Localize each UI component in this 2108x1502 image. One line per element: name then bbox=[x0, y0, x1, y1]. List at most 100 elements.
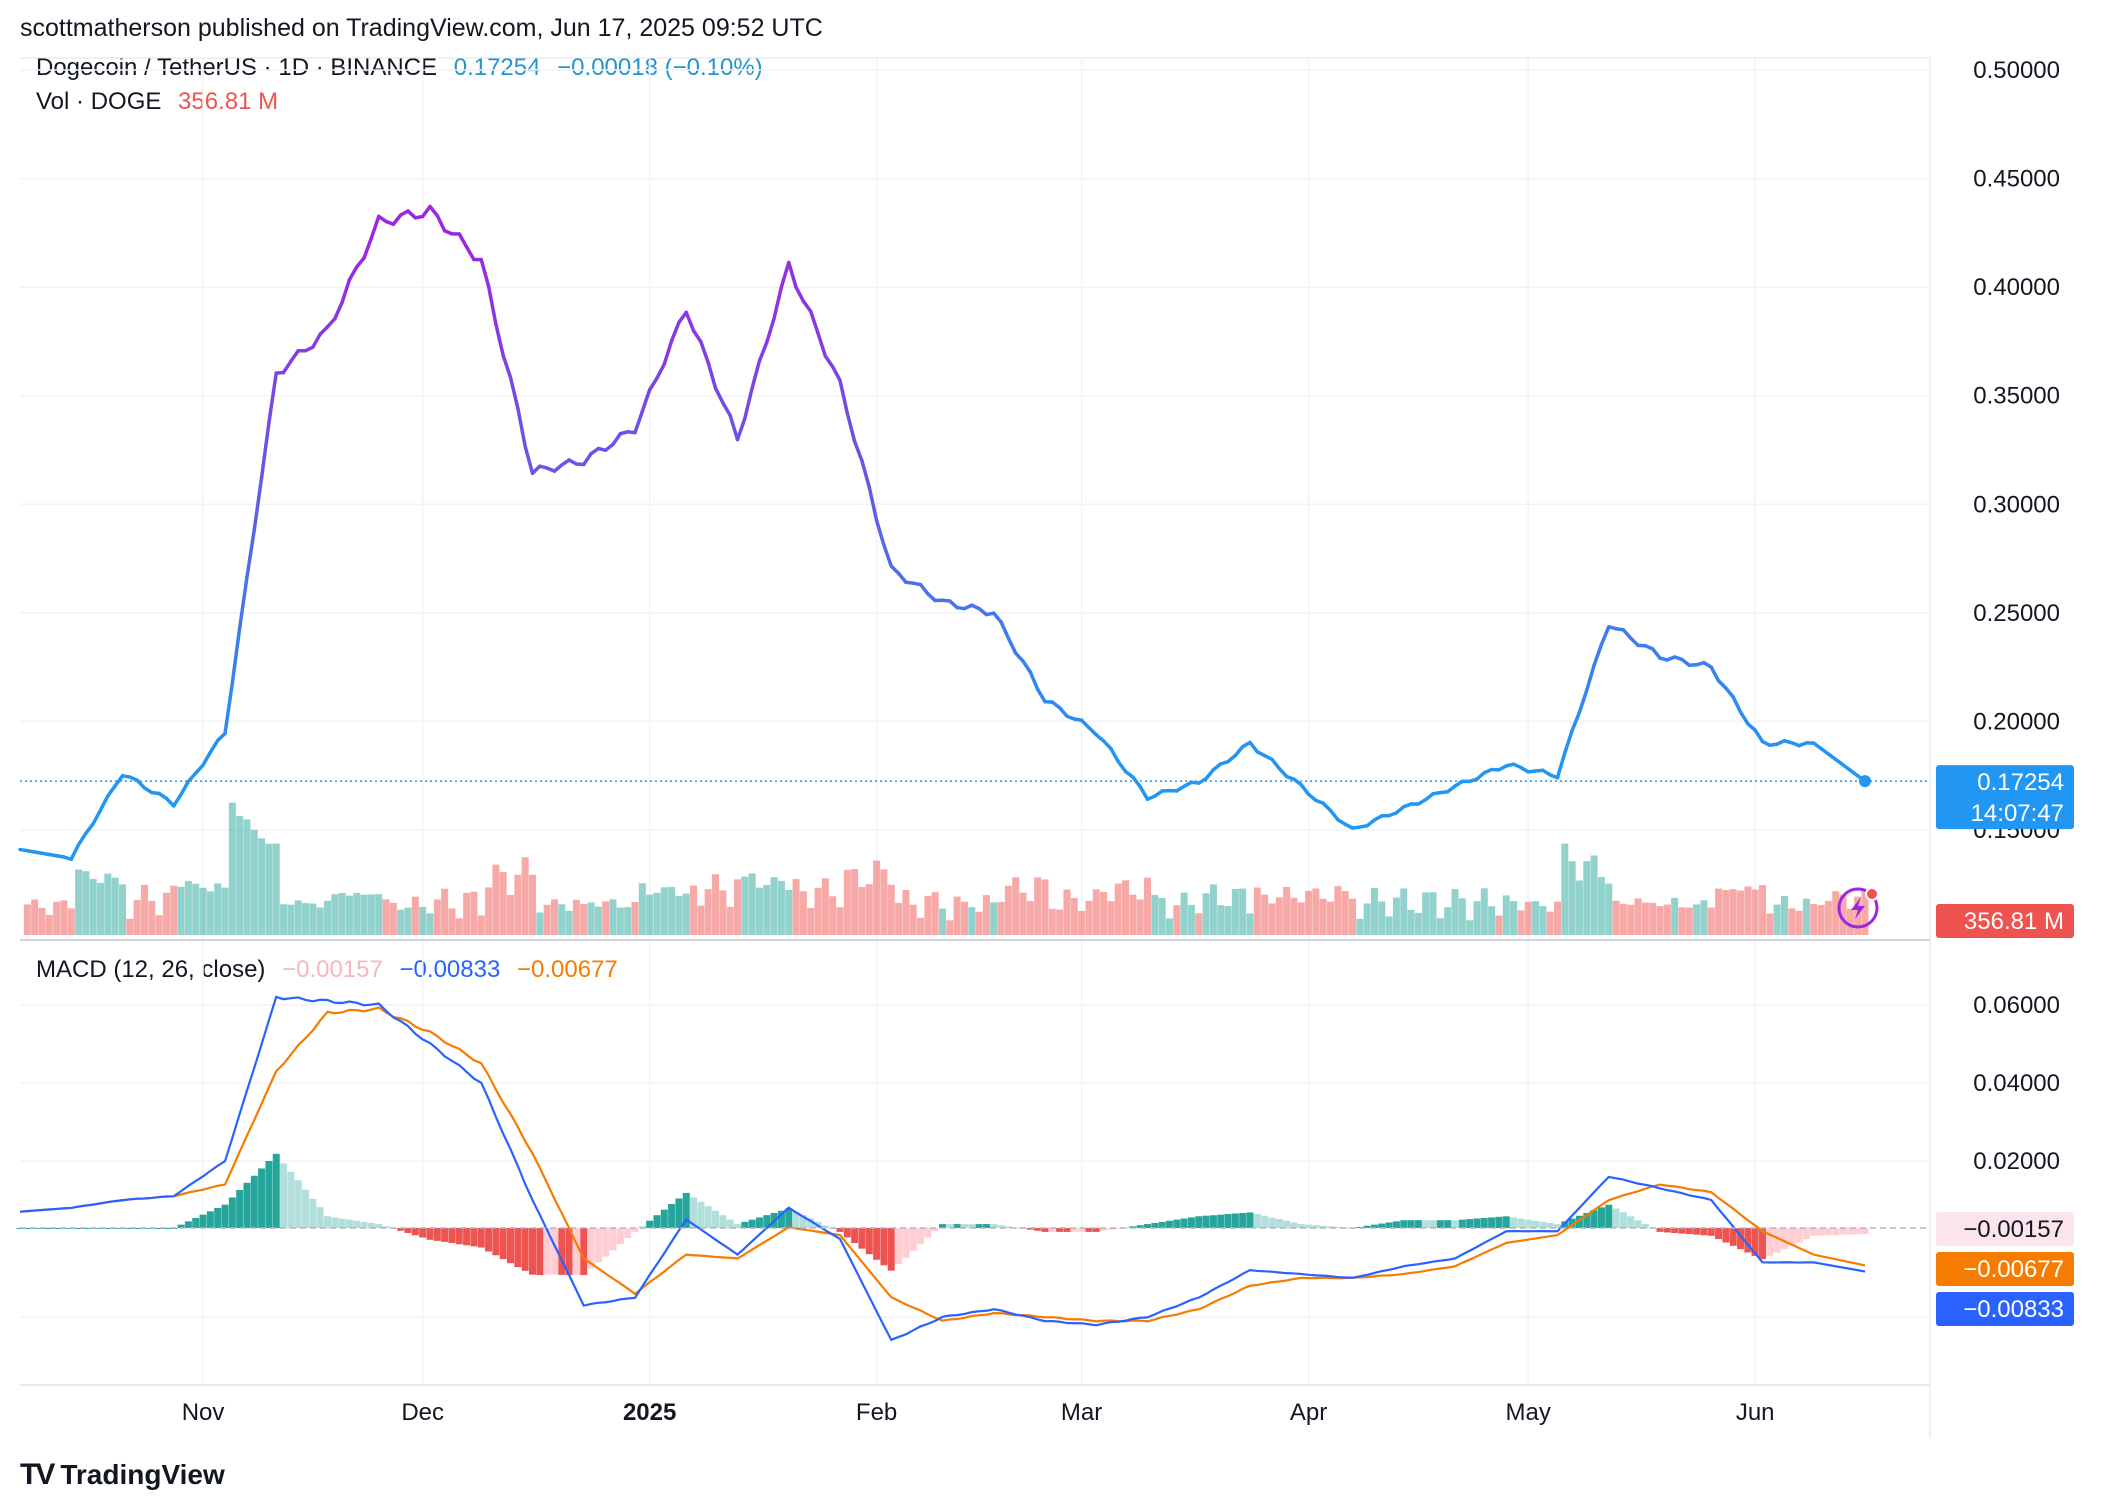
macd-histogram-bar bbox=[1861, 1228, 1869, 1235]
macd-histogram-bar bbox=[382, 1226, 390, 1228]
macd-axis[interactable]: 0.06000 0.04000 0.02000 bbox=[1973, 992, 2060, 1175]
macd-histogram-bar bbox=[324, 1216, 331, 1228]
macd-histogram-bar bbox=[631, 1228, 639, 1232]
price-segment bbox=[281, 359, 293, 375]
price-segment bbox=[420, 204, 432, 219]
macd-histogram-bar bbox=[1612, 1208, 1620, 1228]
macd-histogram-bar bbox=[1085, 1228, 1093, 1232]
price-chart[interactable]: 0.50000 0.45000 0.40000 0.35000 0.30000 0.250… bbox=[0, 0, 2108, 1460]
macd-histogram-bar bbox=[1480, 1218, 1488, 1228]
macd-histogram-bar bbox=[1488, 1217, 1496, 1228]
macd-histogram-bar bbox=[1048, 1228, 1056, 1232]
volume-bar bbox=[1209, 884, 1217, 935]
macd-histogram-bar bbox=[1429, 1220, 1437, 1228]
volume-bar bbox=[1502, 895, 1510, 935]
price-segment bbox=[457, 232, 469, 249]
macd-hist-tag bbox=[1936, 1212, 2074, 1246]
volume-bar bbox=[89, 879, 97, 935]
macd-histogram-bar bbox=[206, 1211, 214, 1228]
macd-histogram-bar bbox=[843, 1228, 851, 1238]
macd-histogram-bar bbox=[1846, 1228, 1854, 1235]
macd-lines bbox=[19, 995, 1866, 1342]
macd-histogram-bar bbox=[565, 1228, 573, 1276]
macd-histogram-bar bbox=[1034, 1228, 1042, 1231]
macd-histogram-bar bbox=[734, 1224, 741, 1228]
volume-bar bbox=[902, 890, 910, 935]
price-segment bbox=[333, 300, 344, 321]
macd-histogram-bar bbox=[1129, 1226, 1137, 1228]
volume-label[interactable]: Vol · DOGE bbox=[36, 88, 162, 115]
volume-bar bbox=[67, 908, 75, 935]
volume-bar bbox=[1597, 877, 1605, 935]
macd-histogram-bar bbox=[726, 1219, 734, 1228]
price-segment bbox=[106, 784, 117, 798]
volume-bar bbox=[280, 904, 288, 935]
volume-bar bbox=[982, 895, 990, 935]
price-segment bbox=[808, 309, 820, 336]
macd-histogram-bar bbox=[755, 1217, 763, 1228]
macd-histogram-bar bbox=[895, 1228, 903, 1265]
volume-bar bbox=[814, 887, 822, 935]
macd-tick-label: 0.06000 bbox=[1973, 992, 2060, 1019]
time-axis[interactable]: Nov Dec 2025 Feb Mar Apr May Jun bbox=[182, 1399, 1775, 1426]
macd-tick-label: 0.04000 bbox=[1973, 1070, 2060, 1097]
price-segment bbox=[779, 260, 791, 289]
macd-histogram-bar bbox=[1385, 1222, 1393, 1228]
price-tick-label: 0.35000 bbox=[1973, 383, 2060, 410]
macd-histogram-bar bbox=[433, 1228, 441, 1241]
macd-histogram-bar bbox=[1327, 1226, 1335, 1228]
volume-bar bbox=[1239, 888, 1247, 935]
volume-bar bbox=[1158, 898, 1166, 935]
macd-histogram-bar bbox=[1634, 1220, 1642, 1228]
price-tick-label: 0.20000 bbox=[1973, 708, 2060, 735]
macd-histogram-bar bbox=[536, 1228, 544, 1276]
price-segment bbox=[823, 354, 835, 369]
price-segment bbox=[237, 575, 249, 630]
volume-bar bbox=[199, 887, 207, 935]
volume-bar bbox=[1846, 908, 1854, 935]
price-segment bbox=[464, 245, 476, 262]
macd-histogram-bar bbox=[587, 1228, 595, 1269]
time-axis-label: May bbox=[1506, 1399, 1551, 1426]
macd-histogram-bar bbox=[1004, 1226, 1012, 1228]
price-segment bbox=[1328, 808, 1340, 822]
tradingview-logo[interactable]: TV TradingView bbox=[20, 1458, 225, 1492]
macd-histogram-bar bbox=[880, 1228, 888, 1266]
volume-bar bbox=[316, 907, 324, 935]
volume-bar bbox=[1839, 894, 1847, 935]
macd-histogram-bar bbox=[126, 1228, 134, 1229]
macd-histogram-bar bbox=[653, 1215, 661, 1228]
volume-bar bbox=[1341, 891, 1349, 935]
volume-bar bbox=[1824, 900, 1832, 935]
volume-bar bbox=[1187, 904, 1195, 935]
volume-bar bbox=[1283, 886, 1291, 935]
volume-bar bbox=[1488, 906, 1496, 935]
volume-bar bbox=[155, 915, 163, 935]
macd-histogram-bar bbox=[499, 1228, 507, 1260]
macd-histogram-bar bbox=[865, 1228, 873, 1255]
macd-histogram-bar bbox=[1041, 1228, 1049, 1232]
price-segment bbox=[369, 214, 381, 240]
volume-bar bbox=[389, 902, 397, 935]
macd-label[interactable]: MACD (12, 26, close) bbox=[36, 956, 266, 983]
macd-histogram-bar bbox=[265, 1161, 273, 1228]
macd-signal-line bbox=[19, 1006, 1866, 1323]
volume-bar bbox=[1766, 913, 1774, 935]
volume-bar bbox=[726, 906, 734, 935]
macd-histogram-bar bbox=[1810, 1228, 1818, 1236]
price-segment bbox=[340, 277, 352, 305]
volume-bar bbox=[653, 892, 661, 935]
volume-bar bbox=[1034, 877, 1042, 935]
macd-histogram-bar bbox=[646, 1220, 654, 1228]
volume-bar bbox=[668, 887, 676, 935]
macd-histogram-bar bbox=[1451, 1220, 1459, 1228]
volume-bar bbox=[895, 903, 903, 935]
lightning-icon[interactable] bbox=[1837, 887, 1879, 929]
volume-bar bbox=[170, 885, 178, 935]
volume-bar bbox=[1451, 889, 1459, 935]
macd-histogram-bar bbox=[1239, 1213, 1247, 1228]
price-axis[interactable]: 0.50000 0.45000 0.40000 0.35000 0.30000 0.250… bbox=[1973, 57, 2060, 844]
price-segment bbox=[362, 236, 374, 260]
volume-bars bbox=[23, 802, 1869, 935]
macd-histogram-bar bbox=[946, 1224, 954, 1228]
